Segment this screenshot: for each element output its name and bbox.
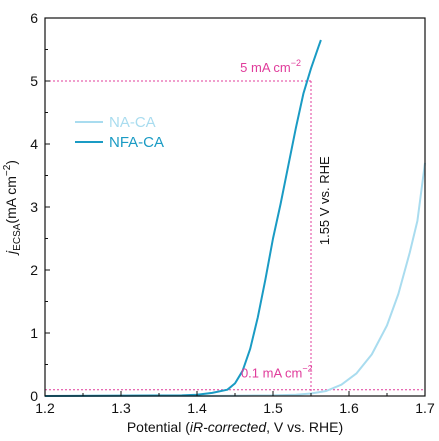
axis-layer: 1.2 1.3 1.4 1.5 1.6 1.7 0 1 2 3 4 5 6 (30, 10, 435, 416)
x-tick-label: 1.7 (415, 400, 435, 416)
y-axis-title: jECSA(mA cm−2) (2, 160, 23, 256)
y-tick-label: 1 (30, 325, 38, 341)
y-axis-title-close: ) (3, 160, 19, 165)
x-tick-label: 1.4 (187, 400, 207, 416)
annotation-0-1-ma-text: 0.1 mA cm (241, 366, 302, 381)
x-tick-label: 1.2 (35, 400, 55, 416)
series-line-nfa-ca (44, 39, 322, 397)
x-tick-label: 1.6 (339, 400, 359, 416)
annotation-potential-label: 1.55 V vs. RHE (317, 156, 332, 245)
x-tick-label: 1.5 (263, 400, 283, 416)
y-tick-label: 2 (30, 262, 38, 278)
x-axis-title: Potential (iR-corrected, V vs. RHE) (127, 419, 343, 435)
y-tick-label: 5 (30, 73, 38, 89)
y-tick-label: 6 (30, 10, 38, 26)
annotation-0-1-ma-sup: −2 (302, 364, 312, 374)
series-line-na-ca (45, 162, 426, 397)
y-tick-label: 0 (30, 388, 38, 404)
y-axis-title-j: j (3, 250, 19, 256)
legend-label-na-ca: NA-CA (109, 114, 156, 131)
annotation-5-ma-sup: −2 (291, 58, 301, 68)
y-axis-title-sub: ECSA (12, 223, 23, 251)
x-tick-label: 1.3 (111, 400, 131, 416)
x-axis-title-prefix: Potential ( (127, 419, 190, 435)
plot-layer (44, 39, 426, 397)
legend: NA-CA NFA-CA (75, 114, 164, 151)
annotation-5-ma-label: 5 mA cm−2 (240, 58, 301, 75)
annotation-5-ma-text: 5 mA cm (240, 60, 291, 75)
x-axis-title-italic: iR-corrected (190, 419, 267, 435)
annotation-0-1-ma-label: 0.1 mA cm−2 (241, 364, 313, 381)
y-tick-label: 3 (30, 199, 38, 215)
y-tick-label: 4 (30, 136, 38, 152)
legend-label-nfa-ca: NFA-CA (109, 134, 164, 151)
plot-frame (44, 17, 426, 397)
y-axis-title-unit: (mA cm (3, 176, 19, 223)
x-axis-title-suffix: , V vs. RHE) (266, 419, 343, 435)
y-axis-title-sup: −2 (2, 164, 13, 176)
